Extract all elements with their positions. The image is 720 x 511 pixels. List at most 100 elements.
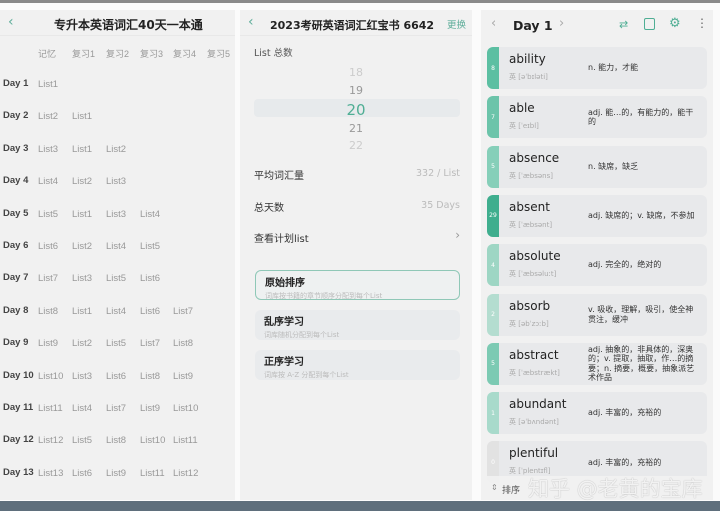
list-cell[interactable]: List10 [140,435,166,447]
list-cell[interactable]: List1 [72,208,93,220]
panel-plan-schedule: ‹ 专升本英语词汇40天一本通 记忆 复习1 复习2 复习3 复习4 复习5 Day 1 Li… [0,10,235,500]
next-day-button[interactable]: › [559,16,565,31]
word-card[interactable]: 2 absorb 英 [əbˈzɔːb] v. 吸收，理解，吸引，使全神贯注，缓冲 [487,293,707,336]
change-book-button[interactable]: 更换 [446,20,466,31]
list-cell[interactable]: List4 [106,241,127,252]
order-title: 原始排序 [265,278,305,289]
list-cell[interactable]: List2 [38,111,59,123]
list-cell[interactable]: List5 [106,273,127,285]
total-days-label: 总天数 [254,203,284,214]
list-cell[interactable]: List8 [106,435,127,447]
word-meaning: n. 缺席，缺乏 [588,161,639,171]
list-cell[interactable]: List6 [140,273,161,285]
list-cell[interactable]: List1 [72,111,93,123]
list-cell[interactable]: List11 [140,467,165,479]
list-cell[interactable]: List7 [173,305,194,317]
list-cell[interactable]: List3 [72,370,93,382]
list-cell[interactable]: List4 [106,305,127,317]
list-cell[interactable]: List5 [38,208,59,220]
list-cell[interactable]: List1 [38,79,59,90]
list-cell[interactable]: List10 [173,403,199,414]
prev-day-button[interactable]: ‹ [491,16,497,31]
list-cell[interactable]: List11 [38,403,63,414]
list-cell[interactable]: List9 [106,467,127,479]
word-card[interactable]: 1 abundant 英 [əˈbʌndənt] adj. 丰富的，充裕的 [487,392,707,435]
back-button[interactable]: ‹ [8,14,14,30]
list-cell[interactable]: List6 [106,370,127,382]
list-cell[interactable]: List10 [38,370,64,382]
word-card[interactable]: 8 ability 英 [əˈbɪləti] n. 能力，才能 [487,47,707,89]
settings-icon[interactable]: ⚙ [669,16,681,31]
order-option-card[interactable]: 正序学习 词库按 A-Z 分配到每个List [255,350,460,380]
picker-option[interactable]: 19 [349,83,363,97]
picker-option[interactable]: 22 [349,139,363,152]
order-option-card[interactable]: 乱序学习 词库随机分配到每个List [255,310,460,340]
view-plan-row[interactable]: 查看计划list › [240,224,472,246]
list-cell[interactable]: List9 [140,403,161,414]
list-cell[interactable]: List2 [106,143,127,155]
list-cell[interactable]: List2 [72,338,93,350]
bottom-toolbar: ⇕ 排序 [481,476,713,500]
sort-button[interactable]: 排序 [502,486,521,496]
order-desc: 词库随机分配到每个List [264,331,340,339]
word-text: absence [509,150,560,165]
word-card[interactable]: 29 absent 英 [ˈæbsənt] adj. 缺席的；v. 缺席，不参加 [487,194,707,237]
word-meaning: adj. 抽象的，非具体的，深奥的；v. 提取，抽取，作…的摘要；n. 摘要，概… [588,344,695,383]
list-cell[interactable]: List2 [72,241,93,252]
word-card[interactable]: 5 absence 英 [ˈæbsəns] n. 缺席，缺乏 [487,145,707,188]
back-button[interactable]: ‹ [248,14,254,30]
phonetic: 英 [əbˈzɔːb] [509,319,549,328]
list-cell[interactable]: List12 [38,435,64,447]
list-cell[interactable]: List3 [72,273,93,285]
list-cell[interactable]: List6 [72,467,93,479]
word-meaning: adj. 丰富的，充裕的 [588,457,662,467]
review-count-badge: 8 [487,47,499,89]
picker-option[interactable]: 18 [349,66,363,79]
list-cell[interactable]: List4 [140,208,161,220]
list-cell[interactable]: List6 [140,305,161,317]
list-cell[interactable]: List3 [106,208,127,220]
word-card[interactable]: 7 able 英 [ˈeɪbl] adj. 能…的，有能力的，能干的 [487,96,707,139]
word-meaning: adj. 丰富的，充裕的 [588,408,662,418]
list-cell[interactable]: List4 [38,176,59,188]
list-count-picker[interactable]: 18 19 20 21 22 [240,66,472,156]
list-cell[interactable]: List1 [72,305,93,317]
header: ‹ 2023考研英语词汇红宝书 6642 更换 [240,10,472,36]
phonetic: 英 [ˈeɪbl] [509,122,539,131]
list-cell[interactable]: List3 [106,176,127,188]
list-cell[interactable]: List9 [38,338,59,350]
phonetic: 英 [ˈæbstrækt] [509,368,560,377]
list-cell[interactable]: List7 [38,273,59,285]
chevron-right-icon: › [455,228,460,242]
more-icon[interactable]: ⋮ [696,16,708,30]
word-card[interactable]: 4 absolute 英 [ˈæbsəluːt] adj. 完全的，绝对的 [487,244,707,287]
picker-option[interactable]: 20 [346,101,366,119]
word-text: absent [509,199,550,214]
list-cell[interactable]: List8 [140,370,161,382]
list-cell[interactable]: List12 [173,467,199,479]
order-option-card[interactable]: 原始排序 词库按书籍的章节顺序分配到每个List [255,270,460,300]
switch-language-icon[interactable]: ⇄ [619,18,629,31]
word-card[interactable]: 5 abstract 英 [ˈæbstrækt] adj. 抽象的，非具体的，深奥的；… [487,342,707,385]
list-cell[interactable]: List8 [173,338,194,350]
list-cell[interactable]: List9 [173,370,194,382]
list-cell[interactable]: List7 [106,403,127,414]
day-label: Day 4 [3,175,29,187]
list-cell[interactable]: List1 [72,143,93,155]
list-cell[interactable]: List5 [140,241,161,252]
list-cell[interactable]: List4 [72,403,93,414]
list-cell[interactable]: List2 [72,176,93,188]
list-cell[interactable]: List8 [38,305,59,317]
list-cell[interactable]: List5 [106,338,127,350]
list-cell[interactable]: List11 [173,435,198,447]
list-cell[interactable]: List13 [38,467,64,479]
day-label: Day 12 [3,434,34,446]
list-cell[interactable]: List5 [72,435,93,447]
panel-word-list: ‹ Day 1 › ⇄ ⚙ ⋮ 8 ability 英 [əˈbɪləti] n. 能… [481,10,713,500]
picker-option[interactable]: 21 [349,121,363,135]
review-count-badge: 2 [487,293,499,336]
list-cell[interactable]: List3 [38,143,59,155]
list-cell[interactable]: List7 [140,338,161,350]
list-doc-icon[interactable] [644,18,655,30]
list-cell[interactable]: List6 [38,241,59,252]
